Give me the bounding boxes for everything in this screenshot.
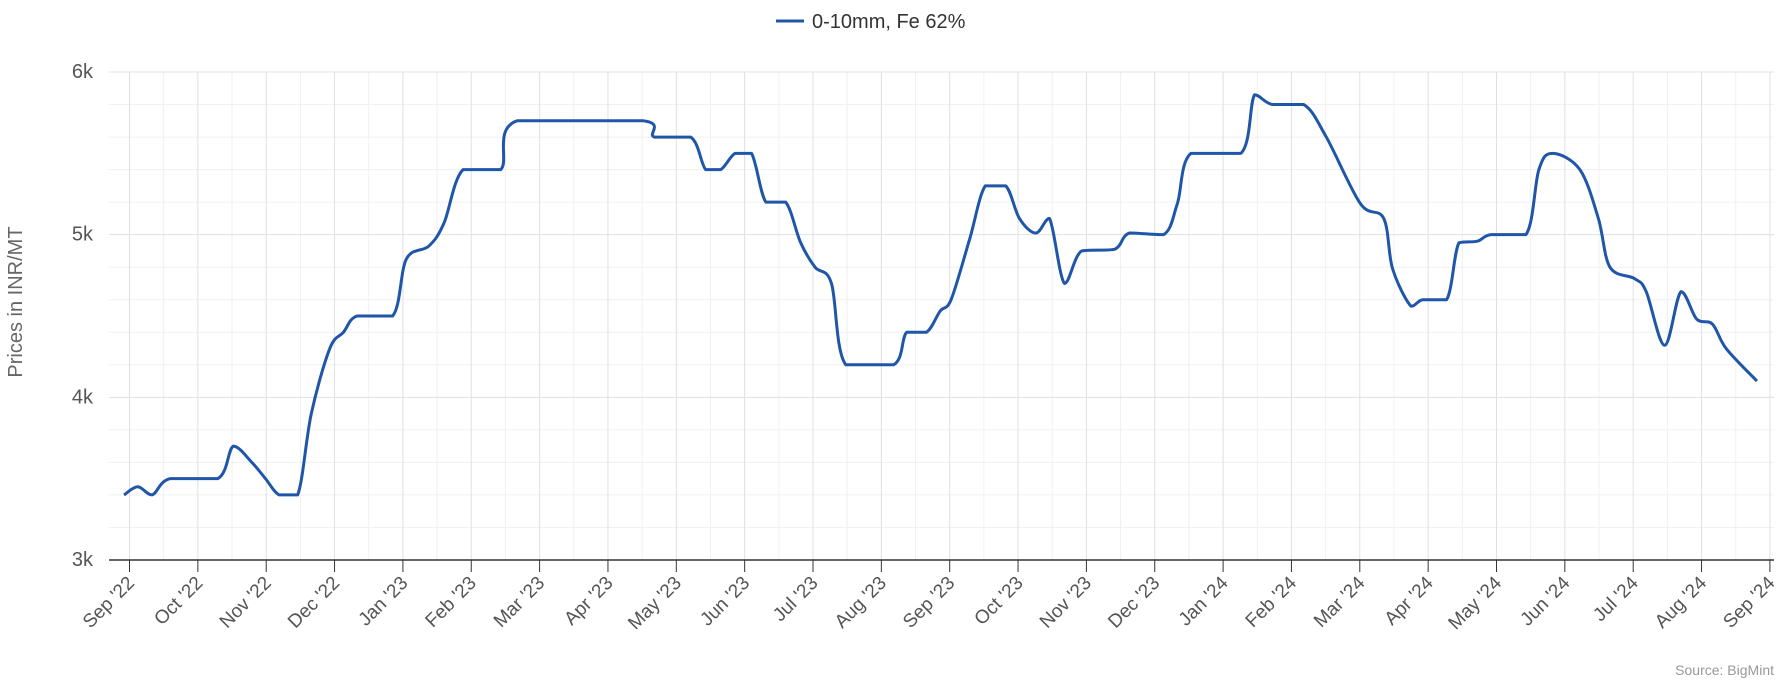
x-tick-label: Nov '22 [216, 573, 276, 633]
x-tick-label: Aug '24 [1651, 572, 1711, 632]
y-axis-title: Prices in INR/MT [5, 226, 27, 377]
x-tick-label: Jan '23 [355, 573, 413, 631]
x-tick-label: Oct '23 [971, 573, 1028, 630]
legend-label: 0-10mm, Fe 62% [812, 11, 966, 33]
x-tick-label: May '23 [624, 573, 685, 634]
x-tick-label: Aug '23 [831, 573, 891, 633]
x-tick-label: Jan '24 [1175, 572, 1233, 630]
x-tick-label: Apr '23 [560, 573, 617, 630]
x-tick-label: Sep '24 [1719, 572, 1779, 632]
x-tick-label: Dec '22 [284, 573, 344, 633]
x-tick-label: Sep '22 [79, 573, 139, 633]
x-tick-label: Mar '23 [490, 573, 549, 632]
x-tick-label: Feb '23 [422, 573, 481, 632]
x-tick-label: Apr '24 [1381, 572, 1438, 629]
line [123, 93, 1759, 497]
x-tick-label: Mar '24 [1310, 572, 1370, 632]
x-tick-label: Sep '23 [899, 573, 959, 633]
x-tick-label: May '24 [1445, 572, 1507, 634]
source: Source: BigMint [1675, 662, 1774, 678]
x-tick-label: Feb '24 [1242, 572, 1302, 632]
x-tick-label: Nov '23 [1036, 573, 1096, 633]
y-tick-label: 6k [72, 61, 94, 83]
y-tick-label: 3k [72, 549, 94, 571]
x-tick-label: Jun '23 [696, 573, 754, 631]
x-tick-label: Dec '23 [1104, 573, 1164, 633]
x-tick-label: Jun '24 [1517, 572, 1575, 630]
x-tick-label: Oct '22 [150, 573, 207, 630]
x-tick-label: Jul '24 [1589, 572, 1643, 626]
y-tick-label: 5k [72, 224, 94, 246]
x-tick-label: Jul '23 [769, 573, 822, 626]
y-tick-label: 4k [72, 386, 94, 408]
